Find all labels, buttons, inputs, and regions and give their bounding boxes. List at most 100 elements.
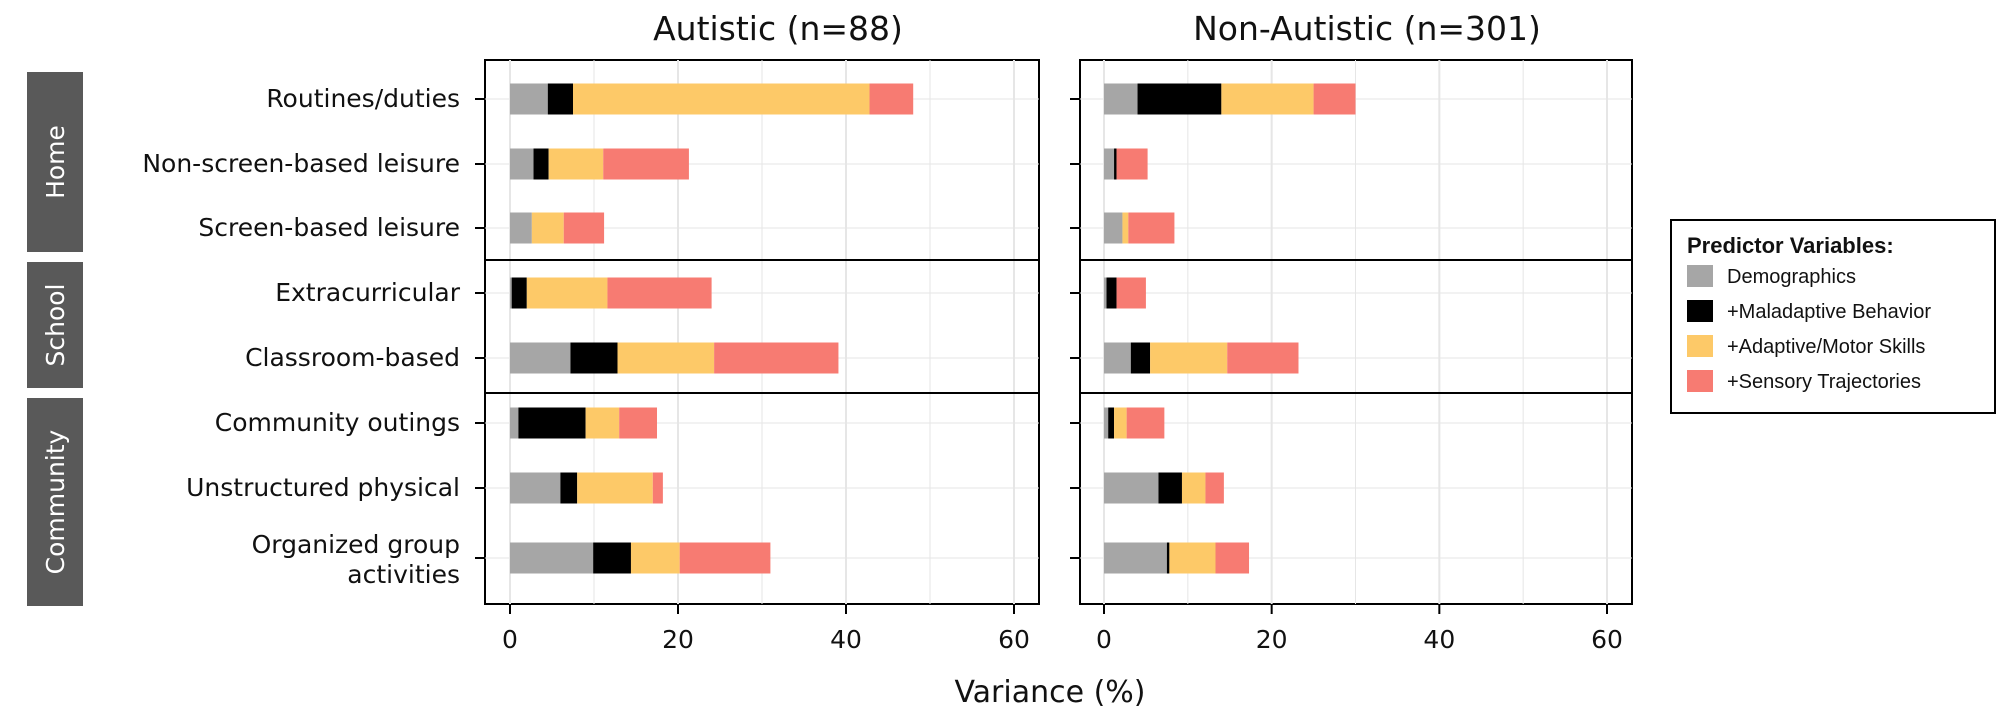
group-strip <box>27 398 83 606</box>
legend-swatch <box>1687 335 1713 357</box>
bar-segment <box>560 472 578 504</box>
x-tick-label: 0 <box>502 625 518 654</box>
bar-segment <box>548 148 604 180</box>
bar-segment <box>510 212 532 244</box>
bar-segment <box>531 212 564 244</box>
category-label: Community outings <box>215 408 460 437</box>
bar-segment <box>607 277 712 309</box>
x-tick-label: 40 <box>1423 625 1455 654</box>
legend-box <box>1670 219 1996 414</box>
bar-segment <box>593 542 631 574</box>
panel-autistic: Autistic (n=88) 0 20 40 60 <box>475 9 1040 654</box>
category-label: Screen-based leisure <box>198 213 460 242</box>
legend-label: +Adaptive/Motor Skills <box>1727 336 1925 358</box>
bar-segment <box>1126 407 1165 439</box>
group-strip <box>27 72 83 252</box>
bar-segment <box>1227 342 1299 374</box>
bar-segment <box>1122 212 1129 244</box>
panel-title-autistic: Autistic (n=88) <box>653 9 903 48</box>
bar-segment <box>1104 212 1123 244</box>
bar-segment <box>1104 542 1167 574</box>
bar-segment <box>585 407 620 439</box>
bar-segment <box>1104 472 1159 504</box>
legend-label: +Sensory Trajectories <box>1727 371 1921 393</box>
x-axis-title: Variance (%) <box>954 675 1145 710</box>
category-label: Unstructured physical <box>186 473 460 502</box>
bar-segment <box>1130 342 1151 374</box>
bar-segment <box>1169 542 1216 574</box>
bar-segment <box>1205 472 1224 504</box>
group-strip <box>27 262 83 388</box>
bar-segment <box>577 472 653 504</box>
bar-segment <box>547 83 573 115</box>
bar-segment <box>714 342 839 374</box>
legend-label: +Maladaptive Behavior <box>1727 301 1931 323</box>
bar-segment <box>518 407 586 439</box>
bar-segment <box>1114 407 1127 439</box>
bar-segment <box>533 148 549 180</box>
bar-segment <box>619 407 657 439</box>
bar-segment <box>510 542 594 574</box>
bar-segment <box>630 542 680 574</box>
bar-segment <box>511 277 527 309</box>
bar-segment <box>869 83 914 115</box>
bar-segment <box>1221 83 1314 115</box>
legend-title: Predictor Variables: <box>1687 233 1894 258</box>
bar-segment <box>652 472 663 504</box>
bar-segment <box>510 83 548 115</box>
legend-label: Demographics <box>1727 266 1856 288</box>
group-strip-label: School <box>41 284 70 367</box>
x-tick-label: 60 <box>998 625 1030 654</box>
panel-title-non-autistic: Non-Autistic (n=301) <box>1193 9 1541 48</box>
bar-segment <box>1128 212 1175 244</box>
bar-segment <box>510 407 519 439</box>
category-labels: Routines/duties Non-screen-based leisure S… <box>142 84 460 589</box>
legend-swatch <box>1687 370 1713 392</box>
bar-segment <box>510 148 534 180</box>
bar-segment <box>526 277 608 309</box>
bar-segment <box>1104 407 1109 439</box>
group-strip-label: Community <box>41 429 70 574</box>
bar-segment <box>510 342 571 374</box>
bar-segment <box>1106 277 1117 309</box>
bar-segment <box>1114 148 1117 180</box>
bar-segment <box>1108 407 1115 439</box>
legend: Predictor Variables: Demographics +Malada… <box>1670 219 1996 414</box>
group-strips: Home School Community <box>27 72 83 606</box>
bar-segment <box>1137 83 1222 115</box>
bar-segment <box>563 212 605 244</box>
bar-segment <box>1116 148 1148 180</box>
x-tick-label: 20 <box>662 625 694 654</box>
bar-segment <box>1104 342 1131 374</box>
bar-segment <box>1215 542 1250 574</box>
bar-segment <box>510 472 561 504</box>
category-label: Classroom-based <box>245 343 460 372</box>
bar-segment <box>1313 83 1356 115</box>
bar-segment <box>603 148 689 180</box>
bar-segment <box>1104 277 1107 309</box>
bar-segment <box>1104 148 1115 180</box>
bar-segment <box>573 83 870 115</box>
bar-segment <box>617 342 715 374</box>
bar-segment <box>1166 542 1170 574</box>
bar-segment <box>1150 342 1228 374</box>
category-label: Extracurricular <box>275 278 460 307</box>
bar-segment <box>1158 472 1182 504</box>
x-tick-label: 40 <box>830 625 862 654</box>
group-strip-label: Home <box>41 125 70 199</box>
category-label: Non-screen-based leisure <box>142 149 460 178</box>
bar-segment <box>1104 83 1138 115</box>
x-tick-label: 0 <box>1096 625 1112 654</box>
bar-segment <box>1116 277 1146 309</box>
x-tick-label: 60 <box>1591 625 1623 654</box>
category-label: Routines/duties <box>266 84 460 113</box>
bar-segment <box>679 542 771 574</box>
panel-non-autistic: Non-Autistic (n=301) 0 20 40 60 <box>1070 9 1633 654</box>
bar-segment <box>510 277 512 309</box>
x-tick-label: 20 <box>1256 625 1288 654</box>
legend-swatch <box>1687 300 1713 322</box>
bar-segment <box>1181 472 1206 504</box>
category-label: Organized group activities <box>252 530 460 589</box>
bar-segment <box>570 342 618 374</box>
